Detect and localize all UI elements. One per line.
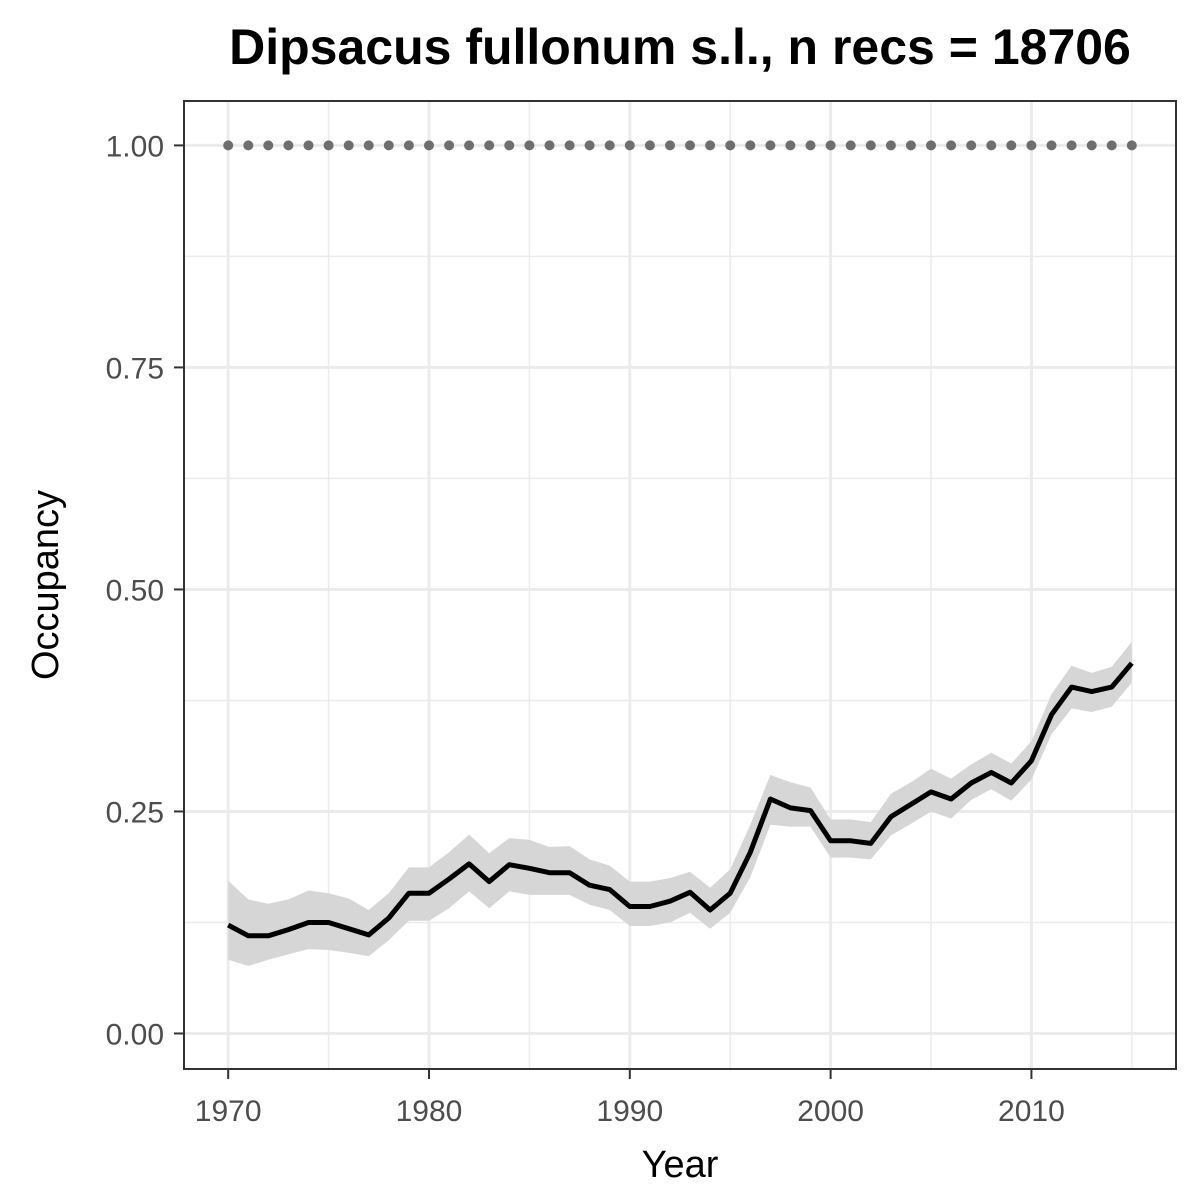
- reference-dot: [926, 140, 936, 151]
- plot-panel: [183, 100, 1177, 1070]
- reference-dot: [805, 140, 816, 151]
- y-tick-label: 0.75: [106, 352, 164, 385]
- y-axis: 0.00 0.25 0.50 0.75 1.00: [106, 130, 184, 1051]
- x-tick-label: 1990: [596, 1095, 663, 1128]
- reference-dot: [624, 140, 635, 151]
- confidence-band: [228, 641, 1132, 966]
- reference-dot: [1046, 140, 1057, 151]
- reference-dot: [343, 140, 354, 151]
- reference-dot: [564, 140, 575, 151]
- reference-dot: [825, 140, 836, 151]
- reference-dot: [604, 140, 615, 151]
- x-tick-label: 1970: [195, 1095, 262, 1128]
- reference-dot: [544, 140, 555, 151]
- y-tick-label: 1.00: [106, 130, 164, 163]
- reference-dot: [905, 140, 916, 151]
- reference-dot: [745, 140, 756, 151]
- reference-dot: [263, 140, 274, 151]
- x-tick-label: 1980: [396, 1095, 463, 1128]
- reference-dot: [303, 140, 314, 151]
- reference-dot: [383, 140, 394, 151]
- reference-dot: [665, 140, 675, 151]
- reference-dot: [865, 140, 876, 151]
- reference-dot: [765, 140, 776, 151]
- major-gridlines: [184, 101, 1176, 1069]
- reference-dot: [283, 140, 294, 151]
- y-tick-label: 0.50: [106, 574, 164, 607]
- x-tick-label: 2000: [797, 1095, 864, 1128]
- reference-dot: [363, 140, 374, 151]
- reference-dot: [504, 140, 515, 151]
- y-axis-title: Occupancy: [25, 490, 67, 680]
- reference-dot: [484, 140, 495, 151]
- reference-dot: [785, 140, 796, 151]
- reference-dot: [1026, 140, 1037, 151]
- x-axis-title: Year: [642, 1144, 719, 1186]
- reference-dot: [885, 140, 896, 151]
- reference-dot: [584, 140, 595, 151]
- reference-dot: [524, 140, 535, 151]
- y-tick-label: 0.25: [106, 796, 164, 829]
- reference-dot: [644, 140, 655, 151]
- reference-dot: [1106, 140, 1117, 151]
- x-axis: 1970 1980 1990 2000 2010: [195, 1069, 1065, 1128]
- reference-dot: [1006, 140, 1017, 151]
- reference-dot: [323, 140, 334, 151]
- reference-dot: [845, 140, 856, 151]
- reference-dot: [725, 140, 736, 151]
- reference-dot: [223, 140, 234, 151]
- reference-dotted-line-layer: [223, 140, 1137, 151]
- reference-dot: [685, 140, 695, 151]
- occupancy-line-layer: [227, 661, 1134, 939]
- reference-dot: [424, 140, 434, 151]
- reference-dot: [1126, 140, 1137, 151]
- occupancy-line: [227, 661, 1134, 939]
- reference-dot: [705, 140, 716, 151]
- confidence-band-layer: [228, 641, 1132, 966]
- reference-dot: [464, 140, 475, 151]
- chart-title: Dipsacus fullonum s.l., n recs = 18706: [229, 19, 1131, 75]
- x-tick-label: 2010: [998, 1095, 1065, 1128]
- reference-dot: [966, 140, 977, 151]
- reference-dot: [946, 140, 957, 151]
- panel-border: [183, 100, 1177, 1070]
- y-tick-label: 0.00: [106, 1018, 164, 1051]
- reference-dot: [243, 140, 254, 151]
- reference-dot: [1066, 140, 1077, 151]
- reference-dot: [444, 140, 455, 151]
- reference-dot: [403, 140, 414, 151]
- reference-dot: [1086, 140, 1097, 151]
- reference-dot: [986, 140, 997, 151]
